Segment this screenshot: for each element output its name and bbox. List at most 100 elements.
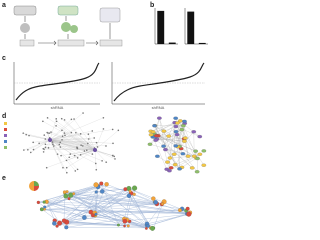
- edge: [181, 158, 197, 168]
- edge: [61, 130, 96, 151]
- node: [72, 192, 76, 196]
- node: [173, 116, 178, 120]
- node: [126, 193, 132, 198]
- node: [52, 221, 57, 226]
- node: [61, 138, 63, 141]
- node: [191, 130, 197, 134]
- edge: [90, 210, 187, 213]
- node: [173, 129, 179, 134]
- edge: [94, 189, 126, 216]
- edge: [124, 213, 189, 222]
- node: [113, 155, 116, 158]
- node: [161, 129, 167, 133]
- node: [39, 207, 44, 212]
- edge: [159, 118, 176, 165]
- node: [43, 205, 47, 209]
- node: [87, 142, 89, 145]
- node: [52, 143, 54, 146]
- node: [46, 131, 48, 134]
- edge: [47, 117, 96, 151]
- node: [44, 143, 47, 146]
- bar: [187, 11, 195, 45]
- node: [166, 134, 171, 138]
- edge: [49, 118, 57, 141]
- edge: [94, 149, 115, 157]
- edge: [75, 132, 96, 151]
- edge: [84, 217, 151, 229]
- node: [38, 142, 40, 145]
- node: [114, 158, 116, 160]
- node: [91, 153, 94, 155]
- node: [53, 145, 55, 147]
- node: [85, 149, 88, 151]
- node: [43, 208, 46, 211]
- node: [64, 225, 69, 230]
- edge: [156, 123, 185, 140]
- node: [32, 148, 35, 151]
- edge: [67, 191, 163, 205]
- edge: [27, 139, 51, 150]
- edge: [41, 203, 163, 210]
- node: [101, 160, 103, 162]
- edge: [49, 132, 72, 141]
- node: [36, 200, 40, 205]
- edge: [146, 213, 189, 225]
- panel-letter: c: [2, 55, 6, 62]
- schematic: [13, 5, 123, 47]
- node: [68, 156, 71, 159]
- node: [81, 145, 84, 147]
- node: [73, 154, 76, 157]
- edge: [46, 193, 132, 202]
- node: [172, 163, 178, 167]
- node: [62, 166, 64, 169]
- node: [132, 192, 136, 196]
- node: [161, 202, 164, 206]
- edge: [129, 221, 147, 226]
- node: [183, 136, 188, 140]
- edge: [150, 131, 193, 169]
- node: [70, 118, 73, 121]
- node: [197, 135, 203, 139]
- node: [177, 167, 182, 171]
- node: [64, 134, 66, 137]
- node: [179, 128, 185, 132]
- node: [173, 124, 179, 129]
- node: [153, 138, 159, 142]
- edge: [46, 149, 96, 168]
- node: [150, 225, 155, 231]
- edge: [65, 195, 189, 215]
- node: [148, 133, 154, 137]
- edge: [33, 139, 51, 150]
- node: [197, 152, 203, 156]
- node: [123, 187, 128, 192]
- edge: [154, 125, 185, 142]
- node: [145, 227, 148, 230]
- node: [76, 168, 79, 171]
- edge: [153, 131, 193, 168]
- panel-letter: b: [150, 2, 154, 9]
- edge: [73, 119, 96, 151]
- node: [201, 163, 207, 167]
- page: {"panels": { "a": {"letter": "a"}, "b": …: [2, 1, 208, 231]
- node: [22, 132, 25, 134]
- edge: [64, 188, 129, 221]
- node: [63, 132, 66, 134]
- node: [75, 131, 77, 134]
- node: [60, 154, 62, 157]
- edge: [82, 145, 96, 151]
- edge: [59, 222, 119, 226]
- node: [174, 133, 180, 137]
- node: [165, 160, 170, 164]
- node: [185, 154, 191, 158]
- node: [122, 218, 128, 224]
- edge: [49, 139, 82, 146]
- node: [82, 112, 84, 114]
- node: [150, 130, 156, 134]
- edge: [168, 136, 185, 139]
- node: [94, 212, 98, 216]
- node: [163, 148, 168, 152]
- node: [182, 139, 187, 143]
- node: [151, 196, 156, 201]
- node: [65, 159, 68, 162]
- node: [51, 141, 54, 143]
